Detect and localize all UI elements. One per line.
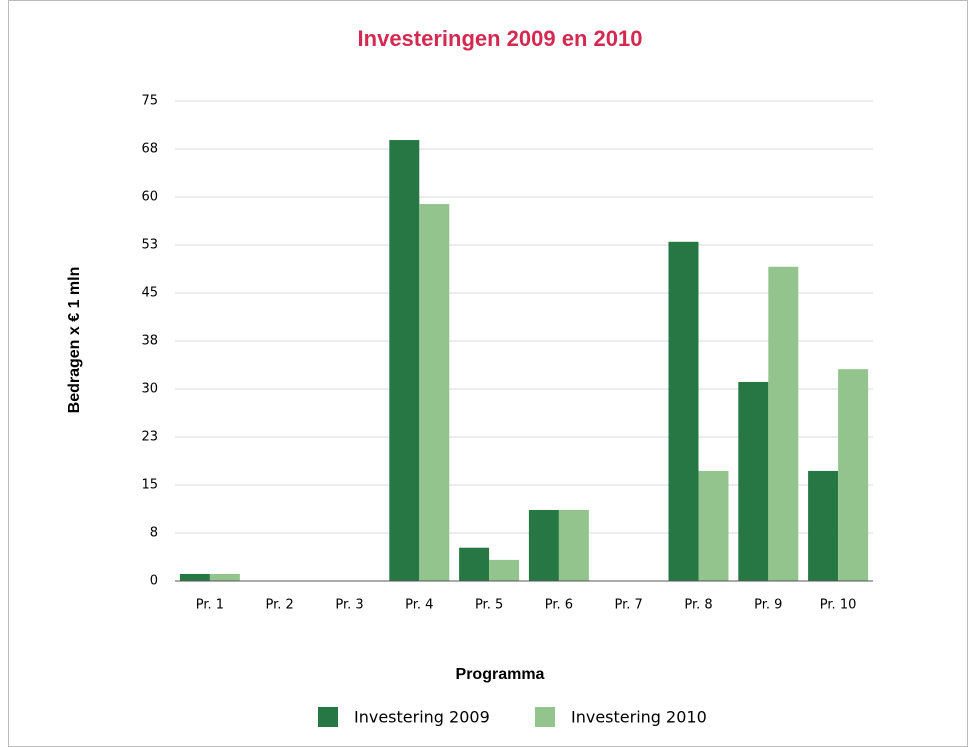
y-tick-label: 0 — [150, 574, 158, 589]
bar — [528, 509, 559, 581]
y-tick-label: 45 — [141, 286, 158, 301]
y-tick-label: 8 — [150, 526, 158, 541]
x-tick-label: Pr. 9 — [754, 598, 782, 613]
bar — [558, 509, 589, 581]
y-tick-label: 53 — [141, 238, 158, 253]
x-tick-label: Pr. 7 — [615, 598, 643, 613]
frame — [8, 0, 968, 747]
bar — [768, 266, 799, 581]
y-tick-label: 30 — [141, 382, 158, 397]
legend-label: Investering 2010 — [571, 708, 707, 727]
x-tick-label: Pr. 3 — [335, 598, 363, 613]
y-tick-label: 68 — [141, 142, 158, 157]
x-tick-label: Pr. 2 — [266, 598, 294, 613]
bar — [808, 470, 839, 581]
legend-swatch — [318, 707, 338, 727]
bar — [838, 369, 869, 581]
bar — [698, 470, 729, 581]
y-tick-label: 15 — [141, 478, 158, 493]
bar — [389, 140, 420, 582]
x-tick-label: Pr. 6 — [545, 598, 573, 613]
y-tick-label: 75 — [141, 94, 158, 109]
legend-label: Investering 2009 — [354, 708, 490, 727]
x-tick-label: Pr. 4 — [405, 598, 433, 613]
y-tick-label: 60 — [141, 190, 158, 205]
bar — [209, 573, 240, 581]
y-tick-label: 38 — [141, 334, 158, 349]
y-axis-label: Bedragen x € 1 mln — [66, 267, 83, 414]
x-tick-label: Pr. 5 — [475, 598, 503, 613]
x-tick-label: Pr. 8 — [684, 598, 712, 613]
chart-title: Investeringen 2009 en 2010 — [358, 26, 643, 51]
bar — [419, 204, 450, 582]
x-tick-label: Pr. 10 — [820, 598, 857, 613]
x-tick-label: Pr. 1 — [196, 598, 224, 613]
bar — [668, 241, 699, 582]
bar — [179, 573, 210, 581]
legend-swatch — [535, 707, 555, 727]
bar — [489, 559, 520, 581]
bar — [459, 547, 490, 581]
y-tick-label: 23 — [141, 430, 158, 445]
bar — [738, 381, 769, 581]
x-axis-label: Programma — [456, 666, 545, 683]
